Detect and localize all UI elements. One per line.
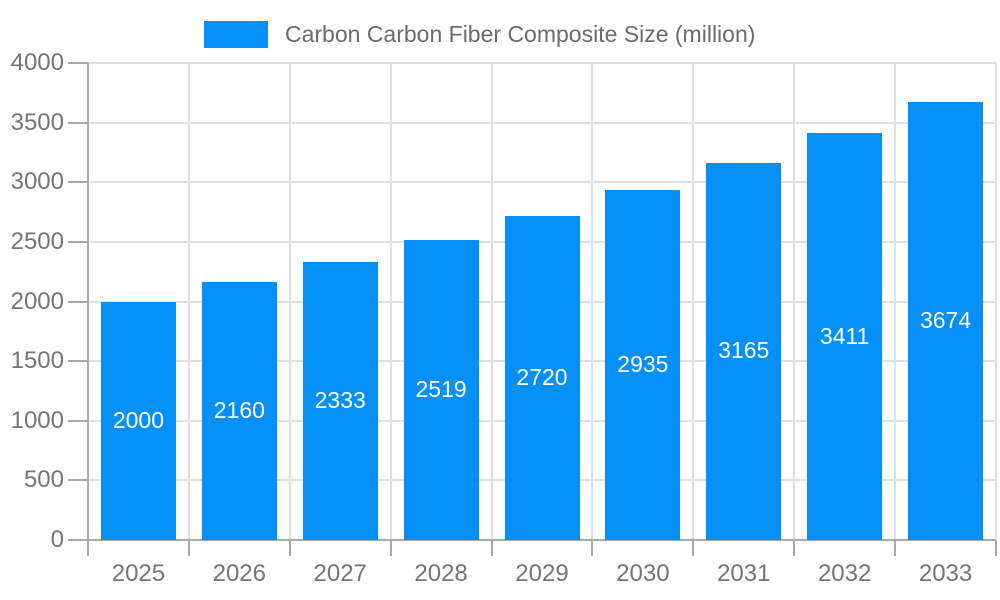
- bar-value-label: 2519: [415, 375, 467, 402]
- gridline-v: [187, 63, 190, 540]
- bar-2027: [302, 261, 378, 540]
- bar-value-label: 2935: [617, 351, 669, 377]
- bar-value-label: 2333: [314, 386, 366, 413]
- x-tick: [389, 540, 392, 556]
- bar-2028: [403, 239, 479, 540]
- bar-2029: [504, 215, 580, 540]
- y-tick-label: 3000: [10, 168, 64, 196]
- y-tick-label: 500: [23, 466, 64, 494]
- bar-value-label: 2720: [516, 363, 568, 390]
- x-tick-label: 2033: [918, 560, 973, 587]
- y-tick-label: 2000: [10, 287, 64, 315]
- x-tick: [87, 540, 89, 556]
- bar-2033: [908, 101, 984, 540]
- bar-2030: [605, 190, 681, 540]
- bar-2025: [100, 301, 176, 540]
- bar-value-label: 3411: [819, 322, 870, 349]
- y-tick: [68, 300, 88, 303]
- legend-label: Carbon Carbon Fiber Composite Size (mill…: [285, 20, 756, 47]
- x-tick: [591, 540, 594, 556]
- bar-value-label: 3165: [718, 337, 770, 364]
- gridline-v: [995, 63, 997, 540]
- legend-swatch: [204, 20, 268, 48]
- x-tick: [692, 540, 695, 556]
- y-tick: [68, 121, 88, 124]
- x-tick-label: 2031: [717, 560, 771, 587]
- x-tick: [793, 540, 796, 556]
- x-tick-label: 2030: [616, 560, 670, 587]
- x-tick-label: 2029: [515, 560, 569, 587]
- bar-2031: [706, 162, 782, 540]
- legend: Carbon Carbon Fiber Composite Size (mill…: [204, 18, 755, 50]
- x-tick-label: 2027: [313, 560, 367, 587]
- bar-value-label: 3674: [919, 306, 972, 333]
- x-tick: [288, 540, 291, 556]
- y-tick-label: 2500: [10, 227, 64, 255]
- x-tick-label: 2032: [817, 560, 872, 587]
- x-tick: [995, 540, 997, 556]
- gridline-h: [88, 181, 996, 184]
- x-axis-line: [88, 539, 996, 541]
- bar-2032: [807, 133, 883, 540]
- y-tick-label: 1000: [10, 406, 64, 434]
- gridline-h: [88, 121, 996, 124]
- bar-2026: [201, 282, 277, 540]
- y-tick-label: 4000: [10, 49, 64, 76]
- gridline-v: [389, 63, 392, 540]
- gridline-v: [288, 63, 291, 540]
- gridline-v: [692, 63, 695, 540]
- gridline-v: [591, 63, 594, 540]
- x-tick: [187, 540, 190, 556]
- gridline-v: [490, 63, 493, 540]
- y-tick-label: 0: [50, 526, 64, 553]
- y-tick: [68, 360, 88, 363]
- x-tick-label: 2028: [414, 560, 468, 587]
- y-tick-label: 1500: [10, 347, 64, 375]
- x-tick: [894, 540, 897, 556]
- bar-value-label: 2000: [112, 406, 165, 433]
- y-tick: [68, 539, 88, 541]
- x-tick: [490, 540, 493, 556]
- gridline-v: [894, 63, 897, 540]
- gridline-v: [793, 63, 796, 540]
- y-tick: [68, 62, 88, 64]
- y-tick: [68, 181, 88, 184]
- y-tick: [68, 479, 88, 482]
- gridline-h: [88, 62, 996, 64]
- y-tick: [68, 240, 88, 243]
- x-tick-label: 2025: [111, 560, 166, 587]
- y-tick: [68, 419, 88, 422]
- y-axis-line: [87, 63, 89, 540]
- bar-value-label: 2160: [213, 397, 265, 424]
- y-tick-label: 3500: [10, 108, 64, 136]
- x-tick-label: 2026: [212, 560, 266, 587]
